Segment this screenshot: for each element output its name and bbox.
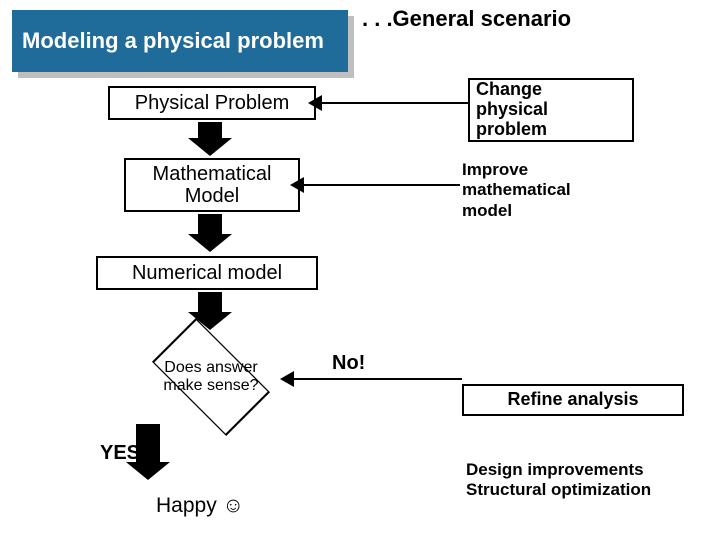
feedback-design: Design improvements Structural optimizat… [466,460,651,501]
arrow-left [292,378,462,380]
feedback-refine: Refine analysis [462,384,684,416]
arrow-down [136,424,160,464]
arrow-down [198,214,222,236]
slide-title: Modeling a physical problem [22,28,324,53]
arrow-left [320,102,468,104]
node-label: Does answer make sense? [136,332,286,422]
node-label: Mathematical Model [153,163,272,207]
node-label: Physical Problem [135,92,290,114]
node-happy: Happy ☺ [156,494,244,518]
node-label: Numerical model [132,262,282,284]
node-mathematical-model: Mathematical Model [124,158,300,212]
node-decision: Does answer make sense? [136,332,286,422]
arrow-left [302,184,460,186]
node-numerical-model: Numerical model [96,256,318,290]
node-physical-problem: Physical Problem [108,86,316,120]
arrow-down [198,292,222,314]
feedback-change: Change physical problem [468,78,634,142]
title-banner: Modeling a physical problem [12,10,348,72]
slide-subtitle: . . .General scenario [362,6,571,32]
feedback-improve: Improve mathematical model [462,160,571,221]
label-no: No! [332,352,365,375]
arrow-down [198,122,222,140]
